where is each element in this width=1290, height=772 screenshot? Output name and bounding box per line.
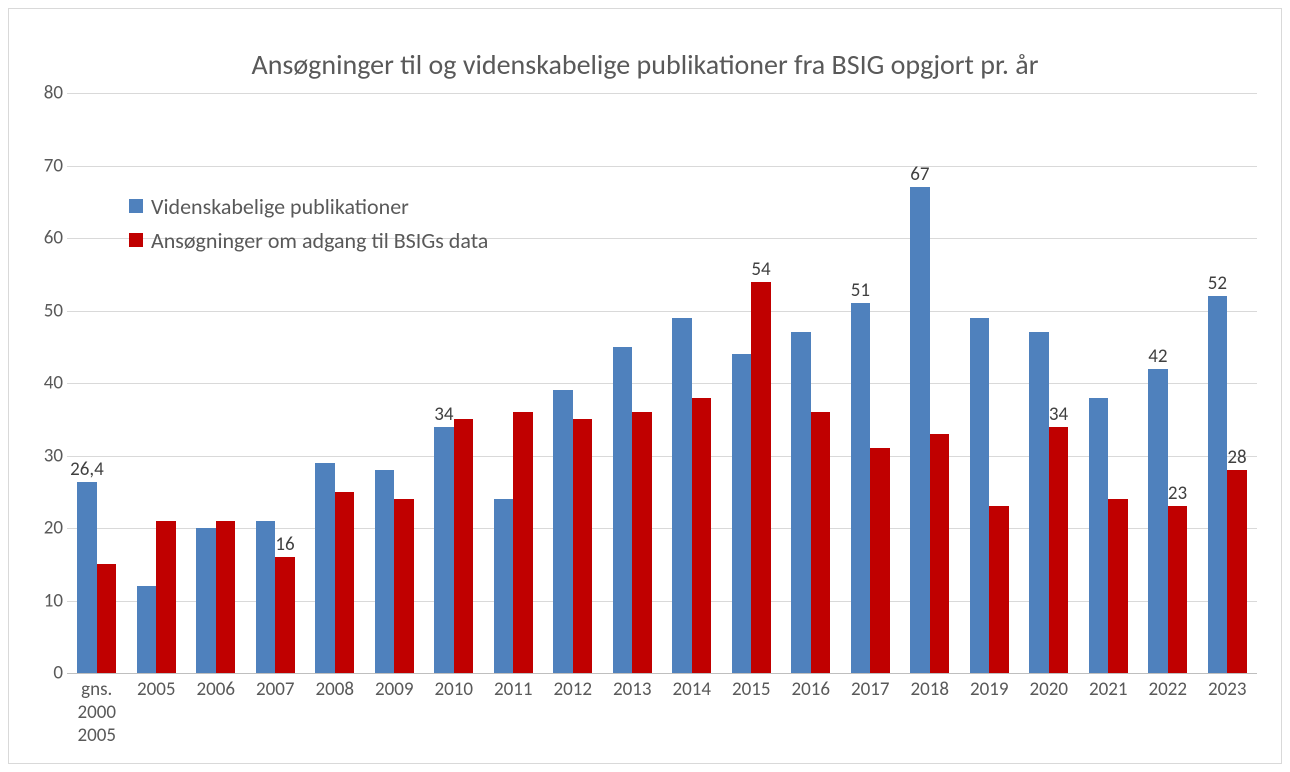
bar xyxy=(930,434,950,673)
gridline xyxy=(67,93,1257,94)
y-tick-label: 20 xyxy=(23,517,63,540)
bar xyxy=(256,521,276,673)
x-tick-label: 2006 xyxy=(186,679,246,702)
data-label: 26,4 xyxy=(70,458,104,481)
x-tick-label: 2022 xyxy=(1138,679,1198,702)
bar xyxy=(137,586,157,673)
x-tick-label: 2008 xyxy=(305,679,365,702)
bar xyxy=(553,390,573,673)
bar xyxy=(77,482,97,673)
data-label: 52 xyxy=(1208,272,1227,295)
bar xyxy=(811,412,831,673)
data-label: 34 xyxy=(434,403,453,426)
x-tick-label: 2019 xyxy=(960,679,1020,702)
bar xyxy=(910,187,930,673)
x-tick-label: 2021 xyxy=(1079,679,1139,702)
x-tick-label: 2013 xyxy=(603,679,663,702)
x-tick-label: 2012 xyxy=(543,679,603,702)
bar xyxy=(216,521,236,673)
legend-label: Videnskabelige publikationer xyxy=(151,193,409,220)
gridline xyxy=(67,601,1257,602)
chart-container: Ansøgninger til og videnskabelige publik… xyxy=(8,8,1282,764)
bar xyxy=(851,303,871,673)
bar xyxy=(613,347,633,673)
bar xyxy=(970,318,990,673)
y-tick-label: 30 xyxy=(23,444,63,467)
bar xyxy=(1049,427,1069,674)
x-tick-label: 2014 xyxy=(662,679,722,702)
x-tick-label: 2011 xyxy=(484,679,544,702)
bar xyxy=(791,332,811,673)
bar xyxy=(573,419,593,673)
x-tick-label: gns.20002005 xyxy=(67,679,127,747)
x-tick-label: 2009 xyxy=(365,679,425,702)
bar xyxy=(732,354,752,673)
data-label: 54 xyxy=(751,258,770,281)
bar xyxy=(1089,398,1109,674)
bar xyxy=(494,499,514,673)
y-tick-label: 80 xyxy=(23,82,63,105)
x-tick-label: 2010 xyxy=(424,679,484,702)
x-tick-label: 2023 xyxy=(1198,679,1258,702)
bar xyxy=(1148,369,1168,674)
bar xyxy=(870,448,890,673)
chart-title: Ansøgninger til og videnskabelige publik… xyxy=(9,47,1281,82)
data-label: 34 xyxy=(1049,403,1068,426)
legend: Videnskabelige publikationer Ansøgninger … xyxy=(129,189,488,257)
x-tick-label: 2018 xyxy=(900,679,960,702)
gridline xyxy=(67,456,1257,457)
bar xyxy=(275,557,295,673)
y-tick-label: 50 xyxy=(23,299,63,322)
bar xyxy=(1227,470,1247,673)
x-tick-label: 2017 xyxy=(841,679,901,702)
legend-swatch xyxy=(129,233,143,247)
data-label: 67 xyxy=(910,163,929,186)
bar xyxy=(692,398,712,674)
bar xyxy=(751,282,771,674)
bar xyxy=(156,521,176,673)
x-tick-label: 2020 xyxy=(1019,679,1079,702)
bar xyxy=(1168,506,1188,673)
data-label: 16 xyxy=(275,533,294,556)
y-tick-label: 0 xyxy=(23,662,63,685)
bar xyxy=(1108,499,1128,673)
bar xyxy=(632,412,652,673)
bar xyxy=(335,492,355,673)
y-tick-label: 70 xyxy=(23,154,63,177)
bar xyxy=(315,463,335,673)
bar xyxy=(454,419,474,673)
bar xyxy=(196,528,216,673)
x-tick-label: 2016 xyxy=(781,679,841,702)
x-tick-label: 2015 xyxy=(722,679,782,702)
data-label: 28 xyxy=(1227,446,1246,469)
gridline xyxy=(67,673,1257,674)
legend-item: Videnskabelige publikationer xyxy=(129,189,488,223)
bar xyxy=(434,427,454,674)
bar xyxy=(1208,296,1228,673)
bar xyxy=(1029,332,1049,673)
plot-area xyxy=(67,93,1257,673)
x-tick-label: 2005 xyxy=(127,679,187,702)
bar xyxy=(672,318,692,673)
y-tick-label: 60 xyxy=(23,227,63,250)
legend-item: Ansøgninger om adgang til BSIGs data xyxy=(129,223,488,257)
legend-label: Ansøgninger om adgang til BSIGs data xyxy=(151,227,488,254)
y-tick-label: 40 xyxy=(23,372,63,395)
data-label: 51 xyxy=(851,279,870,302)
y-tick-label: 10 xyxy=(23,589,63,612)
gridline xyxy=(67,383,1257,384)
gridline xyxy=(67,311,1257,312)
bar xyxy=(513,412,533,673)
data-label: 23 xyxy=(1168,482,1187,505)
bar xyxy=(97,564,117,673)
bar xyxy=(375,470,395,673)
gridline xyxy=(67,166,1257,167)
bar xyxy=(989,506,1009,673)
legend-swatch xyxy=(129,199,143,213)
data-label: 42 xyxy=(1148,345,1167,368)
gridline xyxy=(67,528,1257,529)
bar xyxy=(394,499,414,673)
x-tick-label: 2007 xyxy=(246,679,306,702)
